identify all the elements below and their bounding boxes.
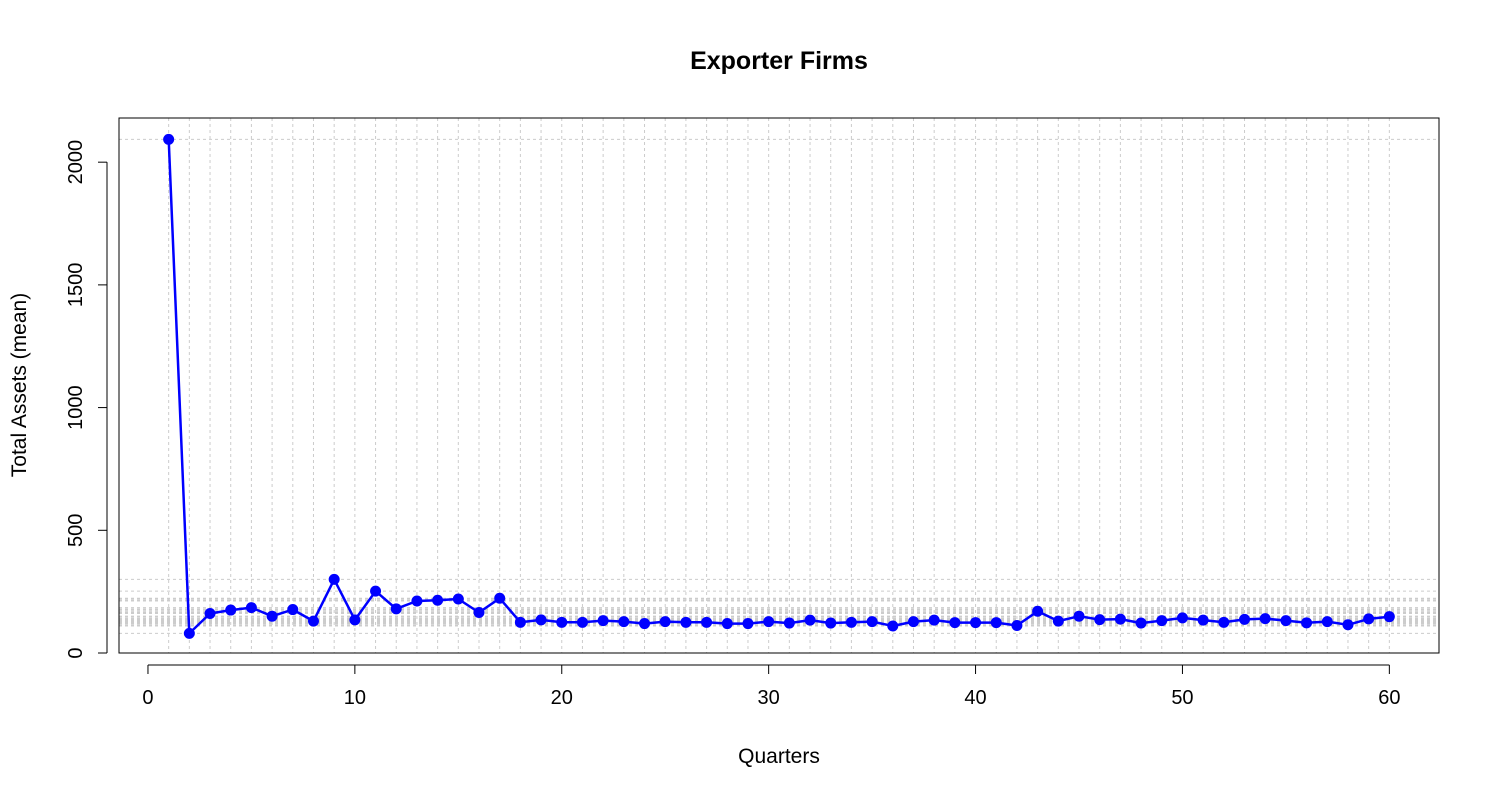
data-point — [452, 593, 464, 605]
data-point — [556, 616, 568, 628]
series-layer — [163, 133, 1395, 639]
data-point — [1383, 611, 1395, 623]
data-point — [328, 573, 340, 585]
data-point — [1218, 616, 1230, 628]
data-point — [1342, 619, 1354, 631]
data-point — [183, 627, 195, 639]
y-tick-label: 500 — [65, 514, 87, 547]
y-tick-label: 1500 — [65, 263, 87, 308]
data-point — [721, 618, 733, 630]
data-point — [1011, 620, 1023, 632]
data-point — [370, 585, 382, 597]
y-tick-label: 1000 — [65, 385, 87, 430]
data-point — [349, 614, 361, 626]
x-tick-label: 60 — [1378, 687, 1400, 709]
data-point — [1239, 613, 1251, 625]
data-point — [618, 616, 630, 628]
data-point — [576, 616, 588, 628]
grid — [119, 118, 1439, 653]
data-point — [639, 618, 651, 630]
data-point — [970, 617, 982, 629]
data-point — [535, 614, 547, 626]
x-axis: 0 10 20 30 40 50 60 — [142, 664, 1400, 709]
data-point — [866, 616, 878, 628]
data-point — [1052, 615, 1064, 627]
y-tick-label: 0 — [65, 647, 87, 658]
x-tick-label: 50 — [1171, 687, 1193, 709]
data-point — [990, 617, 1002, 629]
x-tick-label: 30 — [758, 687, 780, 709]
plot-frame — [118, 117, 1440, 654]
data-point — [1176, 612, 1188, 624]
x-tick-label: 0 — [142, 687, 153, 709]
data-point — [1280, 615, 1292, 627]
data-point — [659, 616, 671, 628]
data-point — [204, 607, 216, 619]
data-point — [804, 614, 816, 626]
data-point — [597, 615, 609, 627]
data-point — [432, 594, 444, 606]
data-point — [701, 616, 713, 628]
data-point — [887, 620, 899, 632]
data-point — [163, 133, 175, 145]
data-point — [825, 617, 837, 629]
y-axis: 0 500 1000 1500 2000 — [65, 140, 108, 659]
data-point — [1363, 613, 1375, 625]
chart-title: Exporter Firms — [690, 47, 868, 75]
x-axis-label: Quarters — [738, 745, 820, 768]
data-point — [473, 607, 485, 619]
data-point — [763, 616, 775, 628]
data-point — [1156, 615, 1168, 627]
data-point — [287, 604, 299, 616]
data-point — [1197, 614, 1209, 626]
data-point — [1114, 613, 1126, 625]
data-point — [494, 592, 506, 604]
data-point — [742, 618, 754, 630]
data-point — [783, 617, 795, 629]
data-point — [307, 615, 319, 627]
series-line — [167, 139, 1390, 635]
data-point — [225, 604, 237, 616]
data-point — [907, 616, 919, 628]
data-point — [1094, 614, 1106, 626]
data-point — [411, 595, 423, 607]
data-point — [1301, 617, 1313, 629]
x-tick-label: 40 — [964, 687, 986, 709]
data-point — [390, 603, 402, 615]
data-point — [1259, 613, 1271, 625]
y-axis-label: Total Assets (mean) — [8, 293, 31, 477]
data-point — [949, 617, 961, 629]
data-point — [1032, 605, 1044, 617]
x-tick-label: 10 — [344, 687, 366, 709]
y-tick-label: 2000 — [65, 140, 87, 185]
data-point — [266, 610, 278, 622]
x-tick-label: 20 — [551, 687, 573, 709]
data-point — [680, 616, 692, 628]
data-point — [1073, 610, 1085, 622]
data-point — [845, 616, 857, 628]
data-point — [1135, 617, 1147, 629]
data-point — [928, 614, 940, 626]
data-point — [245, 602, 257, 614]
data-point — [514, 616, 526, 628]
data-point — [1321, 616, 1333, 628]
